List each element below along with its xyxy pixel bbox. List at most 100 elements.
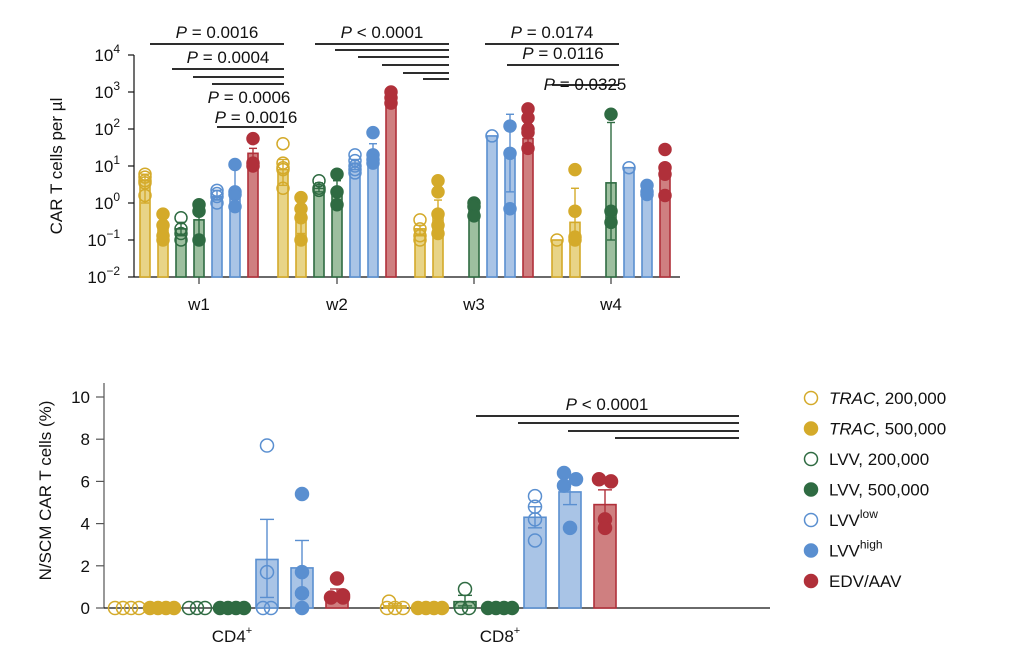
data-point bbox=[294, 564, 310, 580]
y-tick-label: 6 bbox=[81, 472, 90, 491]
data-point bbox=[276, 136, 290, 151]
data-point bbox=[658, 142, 672, 157]
legend-item: LVV, 500,000 bbox=[803, 481, 929, 500]
p-value: < 0.0001 bbox=[352, 23, 423, 42]
data-point bbox=[348, 162, 362, 177]
data-point bbox=[294, 585, 310, 601]
data-point bbox=[329, 571, 345, 586]
legend-label-text: LVV bbox=[829, 542, 861, 561]
legend-label-text: LVV, 200,000 bbox=[829, 450, 929, 469]
p-symbol: P bbox=[215, 108, 227, 127]
data-point bbox=[228, 199, 242, 214]
p-symbol: P bbox=[522, 44, 534, 63]
p-symbol: P bbox=[187, 48, 199, 67]
p-symbol: P bbox=[341, 23, 353, 42]
data-point bbox=[568, 162, 582, 177]
data-point bbox=[330, 197, 344, 212]
legend-marker bbox=[803, 512, 819, 528]
data-point bbox=[603, 474, 619, 489]
legend-marker bbox=[803, 451, 819, 467]
y-tick-label: 8 bbox=[81, 430, 90, 449]
data-point bbox=[192, 204, 206, 218]
bar bbox=[367, 158, 379, 278]
data-point bbox=[294, 233, 308, 247]
y-tick-label: 4 bbox=[81, 515, 90, 534]
legend-label-text: , 500,000 bbox=[875, 420, 946, 439]
data-point bbox=[323, 590, 339, 605]
data-point bbox=[527, 488, 543, 504]
legend-label-sup: low bbox=[860, 507, 878, 521]
p-symbol: P bbox=[208, 88, 220, 107]
data-point bbox=[431, 173, 445, 188]
y-tick-label: 100 bbox=[94, 190, 120, 213]
y-tick-label: 10−1 bbox=[87, 227, 120, 250]
legend-marker bbox=[803, 543, 819, 558]
data-point bbox=[174, 226, 188, 241]
data-point bbox=[335, 590, 351, 605]
data-point bbox=[166, 600, 182, 616]
data-point bbox=[434, 600, 450, 616]
x-tick-sup: + bbox=[514, 625, 520, 637]
data-point bbox=[453, 600, 469, 616]
data-point bbox=[174, 222, 188, 236]
p-value: = 0.0004 bbox=[198, 48, 269, 67]
bar bbox=[523, 516, 547, 609]
data-point bbox=[263, 600, 279, 616]
data-point bbox=[604, 107, 618, 122]
y-tick-exp: −1 bbox=[106, 227, 120, 241]
data-point bbox=[156, 233, 170, 247]
x-tick-base: CD4 bbox=[212, 627, 246, 646]
data-point bbox=[485, 129, 499, 143]
p-value-label: P = 0.0016 bbox=[215, 108, 298, 127]
data-point bbox=[366, 125, 380, 140]
data-point bbox=[174, 233, 188, 247]
y-tick-base: 10 bbox=[94, 83, 113, 102]
y-tick-base: 10 bbox=[94, 46, 113, 65]
x-tick-label: w1 bbox=[187, 295, 210, 314]
p-value-label: P = 0.0325 bbox=[544, 75, 627, 94]
data-point bbox=[521, 141, 535, 156]
y-tick-base: 10 bbox=[94, 120, 113, 139]
data-point bbox=[556, 465, 572, 481]
data-point bbox=[210, 189, 224, 204]
legend-item: LVVhigh bbox=[803, 538, 883, 561]
data-point bbox=[604, 204, 618, 218]
legend-label-text: LVV, 500,000 bbox=[829, 481, 929, 500]
y-tick-label: 101 bbox=[94, 153, 120, 176]
data-point bbox=[568, 233, 582, 247]
legend-label-sup: high bbox=[860, 538, 883, 552]
data-point bbox=[658, 188, 672, 203]
legend-label-text: LVV bbox=[829, 511, 861, 530]
y-tick-exp: 0 bbox=[113, 190, 120, 204]
legend-label: TRAC, 200,000 bbox=[829, 389, 946, 408]
data-point bbox=[556, 478, 572, 493]
data-point bbox=[156, 207, 170, 221]
p-symbol: P bbox=[511, 23, 523, 42]
data-point bbox=[210, 196, 224, 210]
data-point bbox=[366, 156, 380, 170]
data-point bbox=[181, 600, 197, 616]
legend-label: LVV, 500,000 bbox=[829, 481, 929, 500]
data-point bbox=[294, 486, 310, 502]
data-point bbox=[189, 600, 205, 616]
x-tick-label: CD8+ bbox=[480, 625, 520, 646]
legend-label: LVV, 200,000 bbox=[829, 450, 929, 469]
p-value: = 0.0325 bbox=[555, 75, 626, 94]
y-tick-base: 10 bbox=[94, 157, 113, 176]
p-value: = 0.0116 bbox=[534, 44, 604, 63]
data-point bbox=[330, 185, 344, 199]
legend-label: LVVlow bbox=[829, 507, 878, 530]
bar bbox=[558, 491, 582, 609]
data-point bbox=[521, 111, 535, 125]
p-value: = 0.0016 bbox=[187, 23, 258, 42]
legend-marker bbox=[803, 421, 819, 436]
data-point bbox=[107, 600, 123, 616]
y-tick-base: 10 bbox=[94, 194, 113, 213]
data-point bbox=[312, 183, 326, 198]
bar bbox=[313, 187, 325, 278]
y-tick-base: 10 bbox=[87, 268, 106, 287]
data-point bbox=[527, 512, 543, 527]
data-point bbox=[503, 146, 517, 161]
y-tick-exp: 4 bbox=[113, 42, 120, 56]
data-point bbox=[138, 170, 152, 184]
